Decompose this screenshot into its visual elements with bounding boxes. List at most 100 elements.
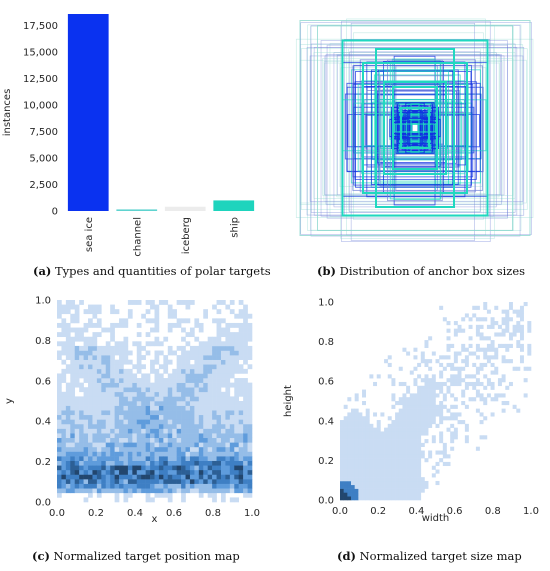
heatmap-cell — [225, 469, 231, 475]
heatmap-cell — [57, 460, 62, 466]
heatmap-cell — [220, 428, 226, 434]
heatmap-cell — [395, 416, 400, 421]
heatmap-cell — [398, 427, 403, 432]
heatmap-cell — [119, 378, 124, 383]
heatmap-cell — [119, 423, 124, 429]
heatmap-cell — [358, 480, 363, 486]
heatmap-cell — [92, 309, 98, 315]
heatmap-cell — [212, 378, 217, 383]
heatmap-cell — [163, 433, 169, 439]
heatmap-cell — [369, 374, 374, 379]
heatmap-cell — [494, 370, 499, 375]
heatmap-cell — [88, 474, 93, 480]
heatmap-cell — [101, 474, 107, 480]
heatmap-cell — [225, 419, 231, 425]
heatmap-cell — [417, 496, 422, 501]
heatmap-cell — [247, 313, 253, 319]
heatmap-cell — [212, 350, 217, 356]
heatmap-cell — [380, 496, 385, 501]
heatmap-cell — [343, 477, 348, 482]
heatmap-cell — [105, 396, 111, 402]
heatmap-cell — [424, 431, 429, 436]
heatmap-cell — [409, 420, 414, 425]
heatmap-cell — [123, 391, 129, 397]
heatmap-cell — [105, 391, 111, 397]
heatmap-cell — [154, 474, 160, 480]
heatmap-cell — [83, 446, 89, 452]
anchor-box — [313, 52, 516, 199]
heatmap-cell — [61, 368, 67, 374]
heatmap-cell — [505, 309, 510, 314]
heatmap-cell — [508, 317, 513, 322]
heatmap-cell — [417, 469, 422, 474]
heatmap-cell — [114, 428, 120, 434]
heatmap-cell — [70, 451, 76, 457]
heatmap-cell — [79, 414, 84, 420]
heatmap-cell — [453, 359, 458, 364]
heatmap-cell — [468, 351, 473, 356]
heatmap-cell — [61, 373, 67, 379]
heatmap-cell — [373, 381, 378, 387]
heatmap-cell — [428, 336, 433, 341]
heatmap-cell — [229, 336, 235, 342]
heatmap-cell — [220, 410, 226, 416]
heatmap-cell — [110, 446, 115, 452]
heatmap-cell — [402, 442, 407, 447]
heatmap-cell — [203, 460, 208, 466]
heatmap-cell — [225, 428, 231, 434]
heatmap-cell — [512, 404, 517, 409]
heatmap-cell — [96, 414, 102, 420]
heatmap-cell — [65, 460, 71, 466]
heatmap-cell — [516, 343, 521, 348]
heatmap-cell — [417, 385, 422, 390]
heatmap-cell — [83, 442, 89, 448]
heatmap-cell — [406, 465, 411, 470]
heatmap-cell — [354, 442, 359, 447]
heatmap-cell — [229, 497, 235, 503]
heatmap-cell — [243, 345, 248, 351]
heatmap-cell — [243, 368, 248, 374]
heatmap-cell — [132, 474, 138, 480]
heatmap-cell — [354, 454, 359, 459]
heatmap-cell — [212, 465, 217, 471]
heatmap-cell — [340, 461, 344, 467]
anchor-box-plot — [295, 18, 534, 242]
heatmap-cell — [351, 408, 355, 413]
heatmap-cell — [490, 324, 495, 329]
heatmap-cell — [127, 423, 133, 429]
heatmap-cell — [83, 410, 89, 416]
y-tick-label: 0.0 — [35, 498, 51, 509]
heatmap-cell — [132, 437, 138, 443]
heatmap-cell — [123, 488, 129, 494]
heatmap-cell — [431, 420, 436, 425]
heatmap-cell — [65, 309, 71, 315]
heatmap-cell — [229, 401, 235, 406]
heatmap-cell — [234, 313, 240, 319]
heatmap-cell — [65, 387, 71, 393]
heatmap-cell — [150, 414, 155, 420]
heatmap-cell — [220, 492, 226, 498]
heatmap-cell — [198, 419, 204, 425]
heatmap-cell — [354, 423, 359, 428]
heatmap-cell — [409, 496, 414, 501]
heatmap-cell — [358, 465, 363, 470]
heatmap-cell — [176, 474, 182, 480]
heatmap-cell — [424, 416, 429, 421]
heatmap-cell — [417, 404, 422, 409]
heatmap-cell — [380, 469, 385, 474]
heatmap-cell — [391, 461, 396, 467]
heatmap-cell — [65, 382, 71, 388]
heatmap-cell — [194, 405, 200, 411]
heatmap-cell — [347, 397, 352, 402]
heatmap-cell — [216, 469, 222, 475]
heatmap-cell — [185, 465, 191, 471]
heatmap-cell — [172, 442, 177, 448]
heatmap-cell — [79, 387, 84, 393]
heatmap-cell — [220, 327, 226, 333]
heatmap-cell — [216, 364, 222, 370]
heatmap-cell — [247, 336, 253, 342]
heatmap-cell — [225, 364, 231, 370]
heatmap-cell — [74, 460, 80, 466]
heatmap-cell — [406, 420, 411, 425]
heatmap-cell — [439, 420, 444, 425]
